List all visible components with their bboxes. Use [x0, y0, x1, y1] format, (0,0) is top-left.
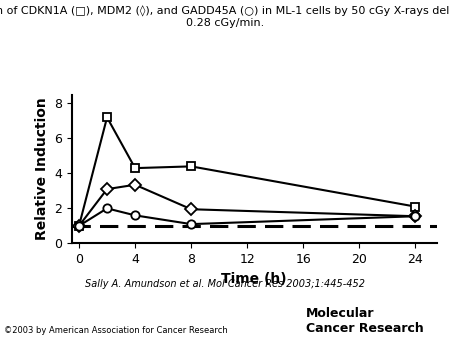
Text: Induction of CDKN1A (□), MDM2 (◊), and GADD45A (○) in ML-1 cells by 50 cGy X-ray: Induction of CDKN1A (□), MDM2 (◊), and G…: [0, 5, 450, 28]
X-axis label: Time (h): Time (h): [221, 272, 287, 286]
Text: ©2003 by American Association for Cancer Research: ©2003 by American Association for Cancer…: [4, 325, 228, 335]
Y-axis label: Relative Induction: Relative Induction: [35, 98, 49, 240]
Text: Sally A. Amundson et al. Mol Cancer Res 2003;1:445-452: Sally A. Amundson et al. Mol Cancer Res …: [85, 279, 365, 289]
Text: Molecular
Cancer Research: Molecular Cancer Research: [306, 307, 424, 335]
